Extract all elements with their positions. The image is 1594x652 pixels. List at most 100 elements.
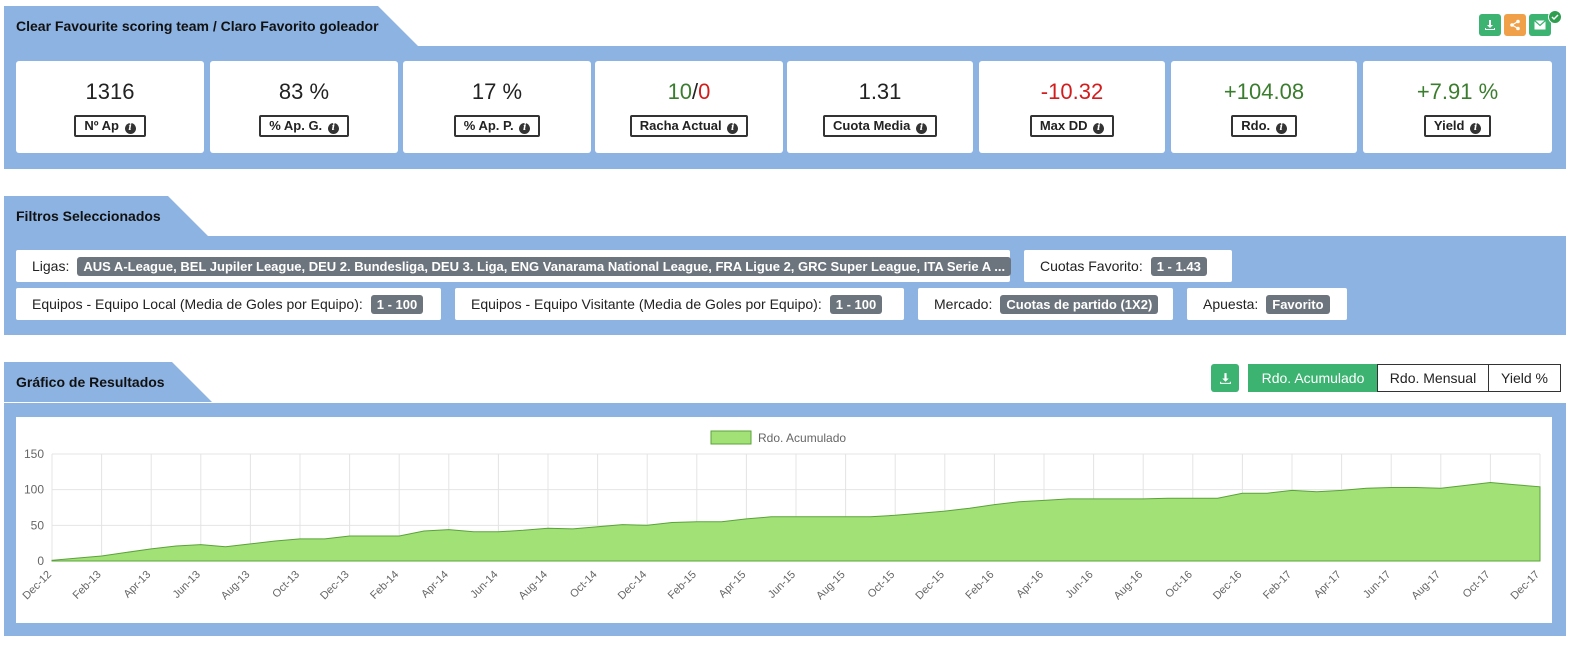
share-icon xyxy=(1510,19,1520,31)
x-tick-label: Feb-15 xyxy=(666,569,699,602)
x-tick-label: Oct-16 xyxy=(1163,569,1195,601)
chart-download-button[interactable] xyxy=(1211,364,1239,392)
info-icon: i xyxy=(1470,123,1482,134)
stat-value: +7.91 % xyxy=(1416,79,1499,104)
stat-label-button[interactable]: Yield i xyxy=(1423,115,1492,137)
legend-swatch xyxy=(710,430,752,445)
info-icon: i xyxy=(327,123,339,134)
share-button[interactable] xyxy=(1504,14,1526,36)
x-tick-label: Dec-12 xyxy=(21,569,55,603)
check-icon xyxy=(1548,10,1562,24)
legend-label: Rdo. Acumulado xyxy=(758,431,846,445)
stat-value: +104.08 xyxy=(1223,79,1305,104)
filter-value-badge: 1 - 100 xyxy=(829,294,883,314)
stat-card-max-dd: -10.32 Max DD i xyxy=(979,61,1165,153)
filter-equipo-local[interactable]: Equipos - Equipo Local (Media de Goles p… xyxy=(16,288,441,320)
stat-card-pct-ap-g: 83 % % Ap. G. i xyxy=(210,61,398,153)
info-icon: i xyxy=(727,123,739,134)
tab-yield[interactable]: Yield % xyxy=(1488,364,1561,392)
chart-legend: Rdo. Acumulado xyxy=(710,430,846,445)
x-tick-label: Jun-17 xyxy=(1361,569,1393,601)
x-tick-label: Aug-13 xyxy=(219,569,253,603)
x-tick-label: Feb-16 xyxy=(963,569,996,602)
stat-value: 1316 xyxy=(85,79,135,104)
tab-rdo-acumulado[interactable]: Rdo. Acumulado xyxy=(1248,364,1378,392)
download-icon xyxy=(1485,20,1495,30)
filter-label: Equipos - Equipo Visitante (Media de Gol… xyxy=(471,296,822,312)
x-tick-label: Dec-13 xyxy=(318,569,352,603)
stat-value: 10/0 xyxy=(667,79,711,104)
results-chart: 0 50 100 150 Dec-12 Feb-13 Apr-13 Jun-13 Aug-13… xyxy=(21,430,1543,603)
x-tick-label: Dec-15 xyxy=(913,569,947,603)
x-tick-label: Feb-13 xyxy=(71,569,104,602)
x-tick-label: Jun-14 xyxy=(468,569,500,601)
x-tick-label: Feb-17 xyxy=(1261,569,1294,602)
stat-value: -10.32 xyxy=(1040,79,1104,104)
info-icon: i xyxy=(519,123,531,134)
stats-panel: 1316 Nº Ap i 83 % % Ap. G. i 17 % % Ap. … xyxy=(4,46,1566,169)
x-tick-label: Aug-15 xyxy=(814,569,848,603)
y-tick-label: 50 xyxy=(31,518,45,532)
x-tick-label: Feb-14 xyxy=(368,569,401,602)
filter-value-badge: AUS A-League, BEL Jupiler League, DEU 2.… xyxy=(77,256,1012,276)
download-button[interactable] xyxy=(1479,14,1501,36)
stat-label-button[interactable]: Racha Actual i xyxy=(629,115,749,137)
stat-label-button[interactable]: Nº Ap i xyxy=(74,115,146,137)
x-tick-label: Apr-17 xyxy=(1312,569,1344,601)
stat-value: 83 % xyxy=(278,79,330,104)
results-title: Gráfico de Resultados xyxy=(16,374,165,390)
x-tick-label: Dec-17 xyxy=(1509,569,1543,603)
filters-title-tab: Filtros Seleccionados xyxy=(4,196,208,236)
x-tick-label: Aug-17 xyxy=(1409,569,1443,603)
stat-card-pct-ap-p: 17 % % Ap. P. i xyxy=(403,61,591,153)
info-icon: i xyxy=(915,123,927,134)
stat-value: 17 % xyxy=(471,79,523,104)
x-tick-label: Oct-14 xyxy=(568,569,600,601)
page-title-tab: Clear Favourite scoring team / Claro Fav… xyxy=(4,6,418,46)
filter-label: Ligas: xyxy=(32,258,70,274)
page-title: Clear Favourite scoring team / Claro Fav… xyxy=(16,18,379,34)
x-tick-label: Dec-16 xyxy=(1211,569,1245,603)
chart-container: 0 50 100 150 Dec-12 Feb-13 Apr-13 Jun-13 Aug-13… xyxy=(16,417,1552,623)
stat-card-num-ap: 1316 Nº Ap i xyxy=(16,61,204,153)
filter-ligas[interactable]: Ligas: AUS A-League, BEL Jupiler League,… xyxy=(16,250,1012,282)
email-button[interactable] xyxy=(1529,14,1551,36)
stat-card-rdo: +104.08 Rdo. i xyxy=(1171,61,1357,153)
y-tick-label: 100 xyxy=(24,483,44,497)
filter-cuotas-favorito[interactable]: Cuotas Favorito: 1 - 1.43 xyxy=(1024,250,1232,282)
stat-label-button[interactable]: % Ap. G. i xyxy=(259,115,349,137)
filter-equipo-visitante[interactable]: Equipos - Equipo Visitante (Media de Gol… xyxy=(455,288,904,320)
x-tick-label: Jun-15 xyxy=(766,569,798,601)
tab-rdo-mensual[interactable]: Rdo. Mensual xyxy=(1377,364,1489,392)
x-tick-label: Apr-15 xyxy=(717,569,749,601)
x-tick-label: Jun-13 xyxy=(171,569,203,601)
stat-label-button[interactable]: Cuota Media i xyxy=(823,115,937,137)
x-tick-label: Apr-14 xyxy=(419,569,451,601)
filter-apuesta[interactable]: Apuesta: Favorito xyxy=(1187,288,1347,320)
filter-value-badge: 1 - 1.43 xyxy=(1150,256,1207,276)
x-tick-label: Apr-13 xyxy=(121,569,153,601)
y-tick-label: 0 xyxy=(37,554,44,568)
info-icon: i xyxy=(1275,123,1287,134)
info-icon: i xyxy=(124,123,136,134)
area-series xyxy=(51,481,1541,562)
stat-label-button[interactable]: Rdo. i xyxy=(1231,115,1297,137)
x-tick-label: Apr-16 xyxy=(1014,569,1046,601)
stat-label-button[interactable]: Max DD i xyxy=(1029,115,1115,137)
x-tick-label: Aug-14 xyxy=(517,569,551,603)
stat-label-button[interactable]: % Ap. P. i xyxy=(453,115,541,137)
y-axis: 0 50 100 150 xyxy=(24,447,44,568)
stat-card-yield: +7.91 % Yield i xyxy=(1363,61,1552,153)
filter-label: Mercado: xyxy=(934,296,993,312)
stat-card-cuota-media: 1.31 Cuota Media i xyxy=(787,61,973,153)
envelope-icon xyxy=(1534,20,1546,30)
info-icon: i xyxy=(1093,123,1105,134)
x-tick-label: Oct-13 xyxy=(270,569,302,601)
filter-label: Cuotas Favorito: xyxy=(1040,258,1143,274)
filters-title: Filtros Seleccionados xyxy=(16,208,161,224)
stat-value: 1.31 xyxy=(858,79,902,104)
x-tick-label: Aug-16 xyxy=(1112,569,1146,603)
x-tick-label: Dec-14 xyxy=(616,569,650,603)
filter-mercado[interactable]: Mercado: Cuotas de partido (1X2) xyxy=(918,288,1173,320)
filters-panel: Ligas: AUS A-League, BEL Jupiler League,… xyxy=(4,236,1566,335)
